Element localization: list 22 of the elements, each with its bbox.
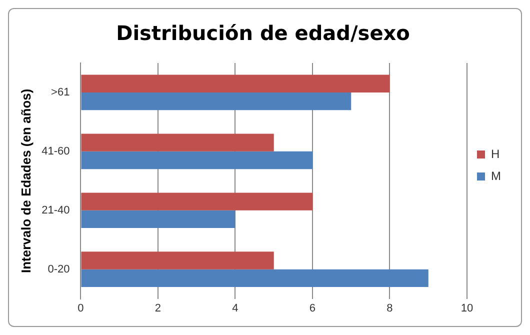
x-tick-label: 10 (460, 302, 474, 314)
bar (81, 134, 274, 152)
y-tick-label: 41-60 (42, 145, 70, 158)
bar (81, 92, 352, 110)
x-tick-label: 0 (78, 302, 84, 314)
y-tick-label: 0-20 (48, 263, 70, 276)
x-tick-label: 2 (154, 302, 162, 314)
bar (81, 269, 428, 288)
bar (81, 252, 274, 270)
legend-label: M (491, 168, 502, 183)
x-tick-label: 4 (232, 302, 238, 314)
chart-title: Distribución de edad/sexo (116, 21, 410, 46)
bar (81, 151, 312, 170)
legend-label: H (491, 146, 500, 161)
y-axis-title: Intervalo de Edades (en años) (18, 88, 34, 274)
x-tick-label: 8 (386, 302, 393, 314)
bar (81, 74, 390, 92)
y-tick-label: >61 (51, 86, 70, 99)
bar (81, 210, 236, 228)
bar (81, 192, 312, 210)
y-tick-label: 21-40 (42, 204, 70, 216)
x-tick-label: 6 (309, 302, 316, 314)
